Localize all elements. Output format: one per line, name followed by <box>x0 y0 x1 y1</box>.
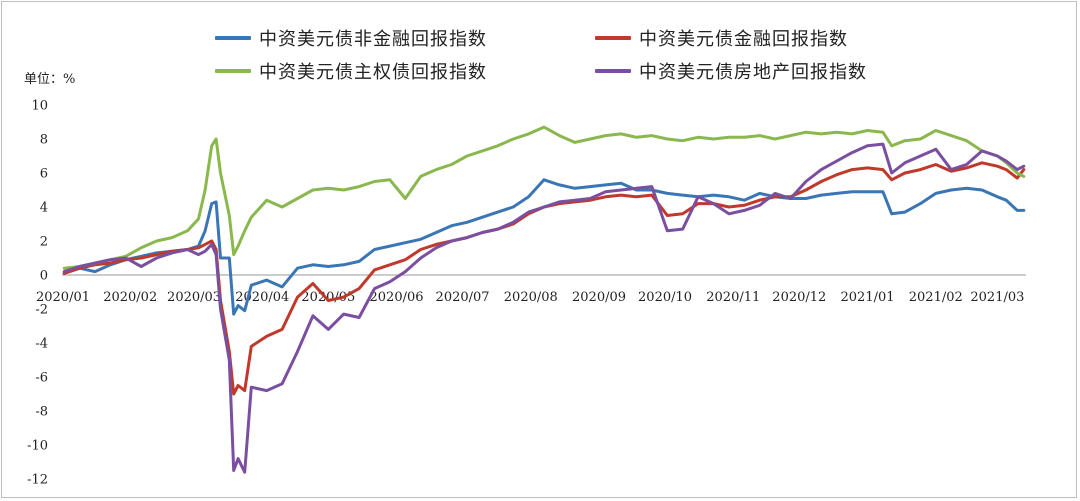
x-tick-label: 2021/02 <box>909 290 963 305</box>
y-axis-labels: 10 8 6 4 2 0 -2 -4 -6 -8 -10 -12 <box>27 99 48 488</box>
y-tick-label: -2 <box>35 303 48 318</box>
series-line-nonfinancial <box>62 178 1026 316</box>
legend-label-sovereign: 中资美元债主权债回报指数 <box>259 62 487 83</box>
x-tick-label: 2020/03 <box>167 290 221 305</box>
x-tick-label: 2020/02 <box>103 290 157 305</box>
x-tick-label: 2020/10 <box>638 290 692 305</box>
x-tick-label: 2020/09 <box>572 290 626 305</box>
x-tick-label: 2020/04 <box>235 290 289 305</box>
x-axis-labels: 2020/01 2020/02 2020/03 2020/04 2020/05 2020/… <box>36 290 1024 305</box>
y-tick-label: 0 <box>40 269 48 284</box>
y-tick-label: 6 <box>40 167 48 182</box>
y-tick-label: -12 <box>27 473 48 488</box>
legend-item-realestate: 中资美元债房地产回报指数 <box>595 59 867 83</box>
unit-label: 单位：% <box>24 72 76 87</box>
series-lines <box>62 125 1026 474</box>
y-tick-label: 4 <box>40 201 48 216</box>
x-tick-label: 2020/11 <box>706 290 760 305</box>
legend-label-financial: 中资美元债金融回报指数 <box>639 29 848 50</box>
series-line-realestate <box>62 142 1026 474</box>
x-tick-label: 2020/01 <box>36 290 90 305</box>
series-line-financial <box>62 161 1026 396</box>
y-tick-label: -10 <box>27 439 48 454</box>
x-tick-label: 2020/07 <box>436 290 490 305</box>
y-tick-label: 8 <box>40 133 48 148</box>
legend-swatch-nonfinancial <box>215 36 251 40</box>
legend-item-financial: 中资美元债金融回报指数 <box>595 26 848 50</box>
legend-swatch-sovereign <box>215 69 251 73</box>
y-tick-label: 2 <box>40 235 48 250</box>
y-tick-label: -4 <box>35 337 48 352</box>
legend-swatch-realestate <box>595 69 631 73</box>
legend-item-sovereign: 中资美元债主权债回报指数 <box>215 59 487 83</box>
y-tick-label: -8 <box>35 405 48 420</box>
x-tick-label: 2020/08 <box>504 290 558 305</box>
series-line-sovereign <box>62 125 1026 270</box>
y-tick-label: -6 <box>35 371 48 386</box>
legend-label-nonfinancial: 中资美元债非金融回报指数 <box>259 29 487 50</box>
x-tick-label: 2020/06 <box>370 290 424 305</box>
legend-swatch-financial <box>595 36 631 40</box>
x-tick-label: 2020/05 <box>301 290 355 305</box>
legend-item-nonfinancial: 中资美元债非金融回报指数 <box>215 26 487 50</box>
legend-label-realestate: 中资美元债房地产回报指数 <box>639 62 867 83</box>
x-tick-label: 2021/01 <box>841 290 895 305</box>
y-tick-label: 10 <box>31 99 48 114</box>
x-tick-label: 2021/03 <box>970 290 1024 305</box>
x-tick-label: 2020/12 <box>772 290 826 305</box>
